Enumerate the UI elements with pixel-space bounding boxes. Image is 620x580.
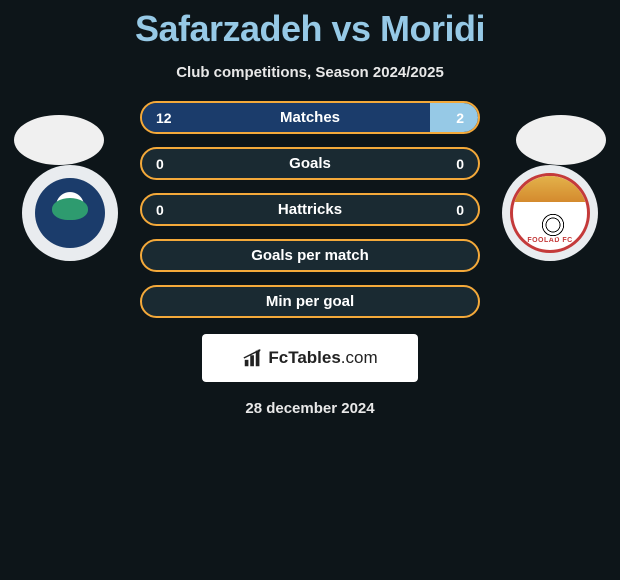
branding-domain: .com xyxy=(341,348,378,367)
club-crest-left xyxy=(22,165,118,261)
player-right-avatar xyxy=(516,115,606,165)
stat-label: Goals per match xyxy=(142,241,478,270)
snapshot-date: 28 december 2024 xyxy=(0,400,620,417)
stat-label: Min per goal xyxy=(142,287,478,316)
stat-bar: 00Hattricks xyxy=(140,193,480,226)
stat-label: Goals xyxy=(142,149,478,178)
stat-bar: 00Goals xyxy=(140,147,480,180)
branding-badge: FcTables.com xyxy=(202,334,418,382)
comparison-content: FOOLAD FC 122Matches 00Goals 00Hattricks Go… xyxy=(0,101,620,318)
stat-bar: Goals per match xyxy=(140,239,480,272)
foolad-crest-label: FOOLAD FC xyxy=(513,237,587,244)
stat-bar: 122Matches xyxy=(140,101,480,134)
stat-label: Matches xyxy=(142,103,478,132)
page-title: Safarzadeh vs Moridi xyxy=(0,0,620,50)
player-left-avatar xyxy=(14,115,104,165)
branding-text: FcTables.com xyxy=(268,348,377,368)
foolad-crest-icon: FOOLAD FC xyxy=(510,173,590,253)
club-crest-right: FOOLAD FC xyxy=(502,165,598,261)
bar-chart-icon xyxy=(242,347,264,369)
stats-bars: 122Matches 00Goals 00Hattricks Goals per ma… xyxy=(140,101,480,318)
stat-label: Hattricks xyxy=(142,195,478,224)
stat-bar: Min per goal xyxy=(140,285,480,318)
page-subtitle: Club competitions, Season 2024/2025 xyxy=(0,64,620,81)
branding-name: FcTables xyxy=(268,348,340,367)
malavan-crest-icon xyxy=(35,178,105,248)
